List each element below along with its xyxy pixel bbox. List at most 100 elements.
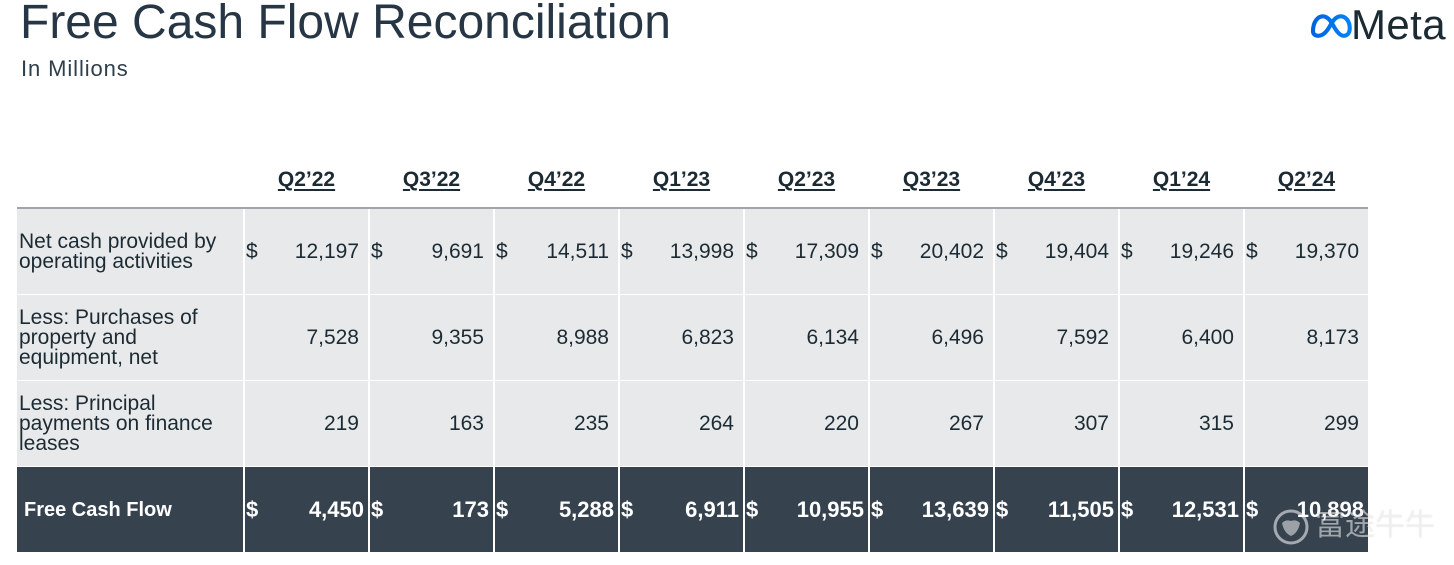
column-header-label: Q3’23 [902, 168, 961, 191]
column-header-q2-24: Q2’24 [1245, 160, 1368, 207]
table-cell: 267 [870, 381, 993, 466]
cell-value: 14,511 [546, 239, 609, 263]
currency-symbol: $ [246, 239, 258, 263]
table-cell: 6,496 [870, 295, 993, 380]
currency-symbol: $ [871, 496, 884, 522]
table-cell: 264 [620, 381, 743, 466]
cell-value: 13,998 [669, 239, 734, 263]
cell-value: 19,246 [1169, 239, 1234, 263]
meta-wordmark: Meta [1351, 4, 1446, 48]
cell-value: 173 [452, 496, 489, 522]
row-label: Less: Principal payments on finance leases [17, 381, 243, 466]
header-rule [17, 207, 1368, 209]
cell-value: 299 [1323, 411, 1359, 435]
cell-value: 6,496 [931, 325, 984, 349]
table-cell: $19,404 [995, 209, 1118, 294]
cell-value: 6,134 [806, 325, 859, 349]
table-cell: 219 [245, 381, 368, 466]
total-cell: $13,639 [870, 467, 993, 552]
slide-title: Free Cash Flow Reconciliation [20, 0, 671, 49]
row-label: Less: Purchases of property and equipment,… [17, 295, 243, 380]
row-label-line: operating activities [19, 249, 193, 273]
column-header-q3-22: Q3’22 [370, 160, 493, 207]
cell-value: 163 [448, 411, 484, 435]
table-cell: 315 [1120, 381, 1243, 466]
table-header-corner [17, 160, 243, 207]
row-label-line: leases [19, 431, 80, 455]
total-cell: $12,531 [1120, 467, 1243, 552]
row-label-line: payments on finance [19, 411, 213, 435]
table-cell: $12,197 [245, 209, 368, 294]
row-label-line: Net cash provided by [19, 229, 217, 253]
column-header-label: Q4’23 [1027, 168, 1086, 191]
row-label-line: equipment, net [19, 345, 158, 369]
cell-value: 11,505 [1047, 496, 1114, 522]
currency-symbol: $ [496, 496, 509, 522]
column-header-label: Q2’24 [1277, 168, 1336, 191]
currency-symbol: $ [746, 239, 758, 263]
row-label-line: Less: Principal [19, 391, 156, 415]
table-cell: 163 [370, 381, 493, 466]
cell-value: 267 [948, 411, 984, 435]
slide-subtitle: In Millions [21, 56, 129, 81]
cell-value: 9,691 [431, 239, 484, 263]
column-header-q1-23: Q1’23 [620, 160, 743, 207]
column-header-label: Q1’24 [1152, 168, 1211, 191]
currency-symbol: $ [1246, 239, 1258, 263]
table-cell: 7,528 [245, 295, 368, 380]
column-header-q2-22: Q2’22 [245, 160, 368, 207]
cell-value: 8,173 [1306, 325, 1359, 349]
cell-value: 5,288 [558, 496, 614, 522]
table-cell: 235 [495, 381, 618, 466]
table-cell: 8,988 [495, 295, 618, 380]
total-cell: $6,911 [620, 467, 743, 552]
row-label: Net cash provided by operating activities [17, 209, 243, 294]
total-cell: $10,955 [745, 467, 868, 552]
cell-value: 7,592 [1056, 325, 1109, 349]
cell-value: 6,823 [681, 325, 734, 349]
table-cell: $9,691 [370, 209, 493, 294]
meta-logo: Meta [1309, 4, 1451, 50]
cell-value: 19,404 [1044, 239, 1109, 263]
table-cell: $17,309 [745, 209, 868, 294]
currency-symbol: $ [871, 239, 883, 263]
column-header-q2-23: Q2’23 [745, 160, 868, 207]
cell-value: 9,355 [431, 325, 484, 349]
cell-value: 10,955 [796, 496, 864, 522]
column-header-label: Q2’23 [777, 168, 836, 191]
currency-symbol: $ [746, 496, 759, 522]
free-cash-flow-table: Q2’22 Q3’22 Q4’22 Q1’23 Q2’23 Q3’23 Q4’23 Q1’24… [17, 160, 1368, 552]
table-cell: 6,134 [745, 295, 868, 380]
currency-symbol: $ [371, 496, 384, 522]
cell-value: 220 [823, 411, 859, 435]
total-cell: $11,505 [995, 467, 1118, 552]
total-cell: $5,288 [495, 467, 618, 552]
meta-infinity-icon [1310, 14, 1352, 38]
column-header-q3-23: Q3’23 [870, 160, 993, 207]
table-cell: $19,370 [1245, 209, 1368, 294]
cell-value: 20,402 [919, 239, 984, 263]
cell-value: 8,988 [556, 325, 609, 349]
cell-value: 219 [323, 411, 359, 435]
table-cell: 6,400 [1120, 295, 1243, 380]
table-cell: 220 [745, 381, 868, 466]
table-cell: $20,402 [870, 209, 993, 294]
cell-value: 13,639 [921, 496, 989, 522]
table-cell: 9,355 [370, 295, 493, 380]
cell-value: 235 [573, 411, 609, 435]
currency-symbol: $ [371, 239, 383, 263]
column-header-q4-23: Q4’23 [995, 160, 1118, 207]
cell-value: 6,400 [1181, 325, 1234, 349]
currency-symbol: $ [1121, 239, 1133, 263]
cell-value: 19,370 [1294, 239, 1359, 263]
total-cell: $173 [370, 467, 493, 552]
column-header-q4-22: Q4’22 [495, 160, 618, 207]
currency-symbol: $ [1121, 496, 1134, 522]
currency-symbol: $ [621, 496, 634, 522]
table-cell: $13,998 [620, 209, 743, 294]
table-cell: $14,511 [495, 209, 618, 294]
cell-value: 10,898 [1296, 496, 1364, 522]
total-cell: $10,898 [1245, 467, 1368, 552]
column-header-label: Q4’22 [527, 168, 586, 191]
total-cell: $4,450 [245, 467, 368, 552]
